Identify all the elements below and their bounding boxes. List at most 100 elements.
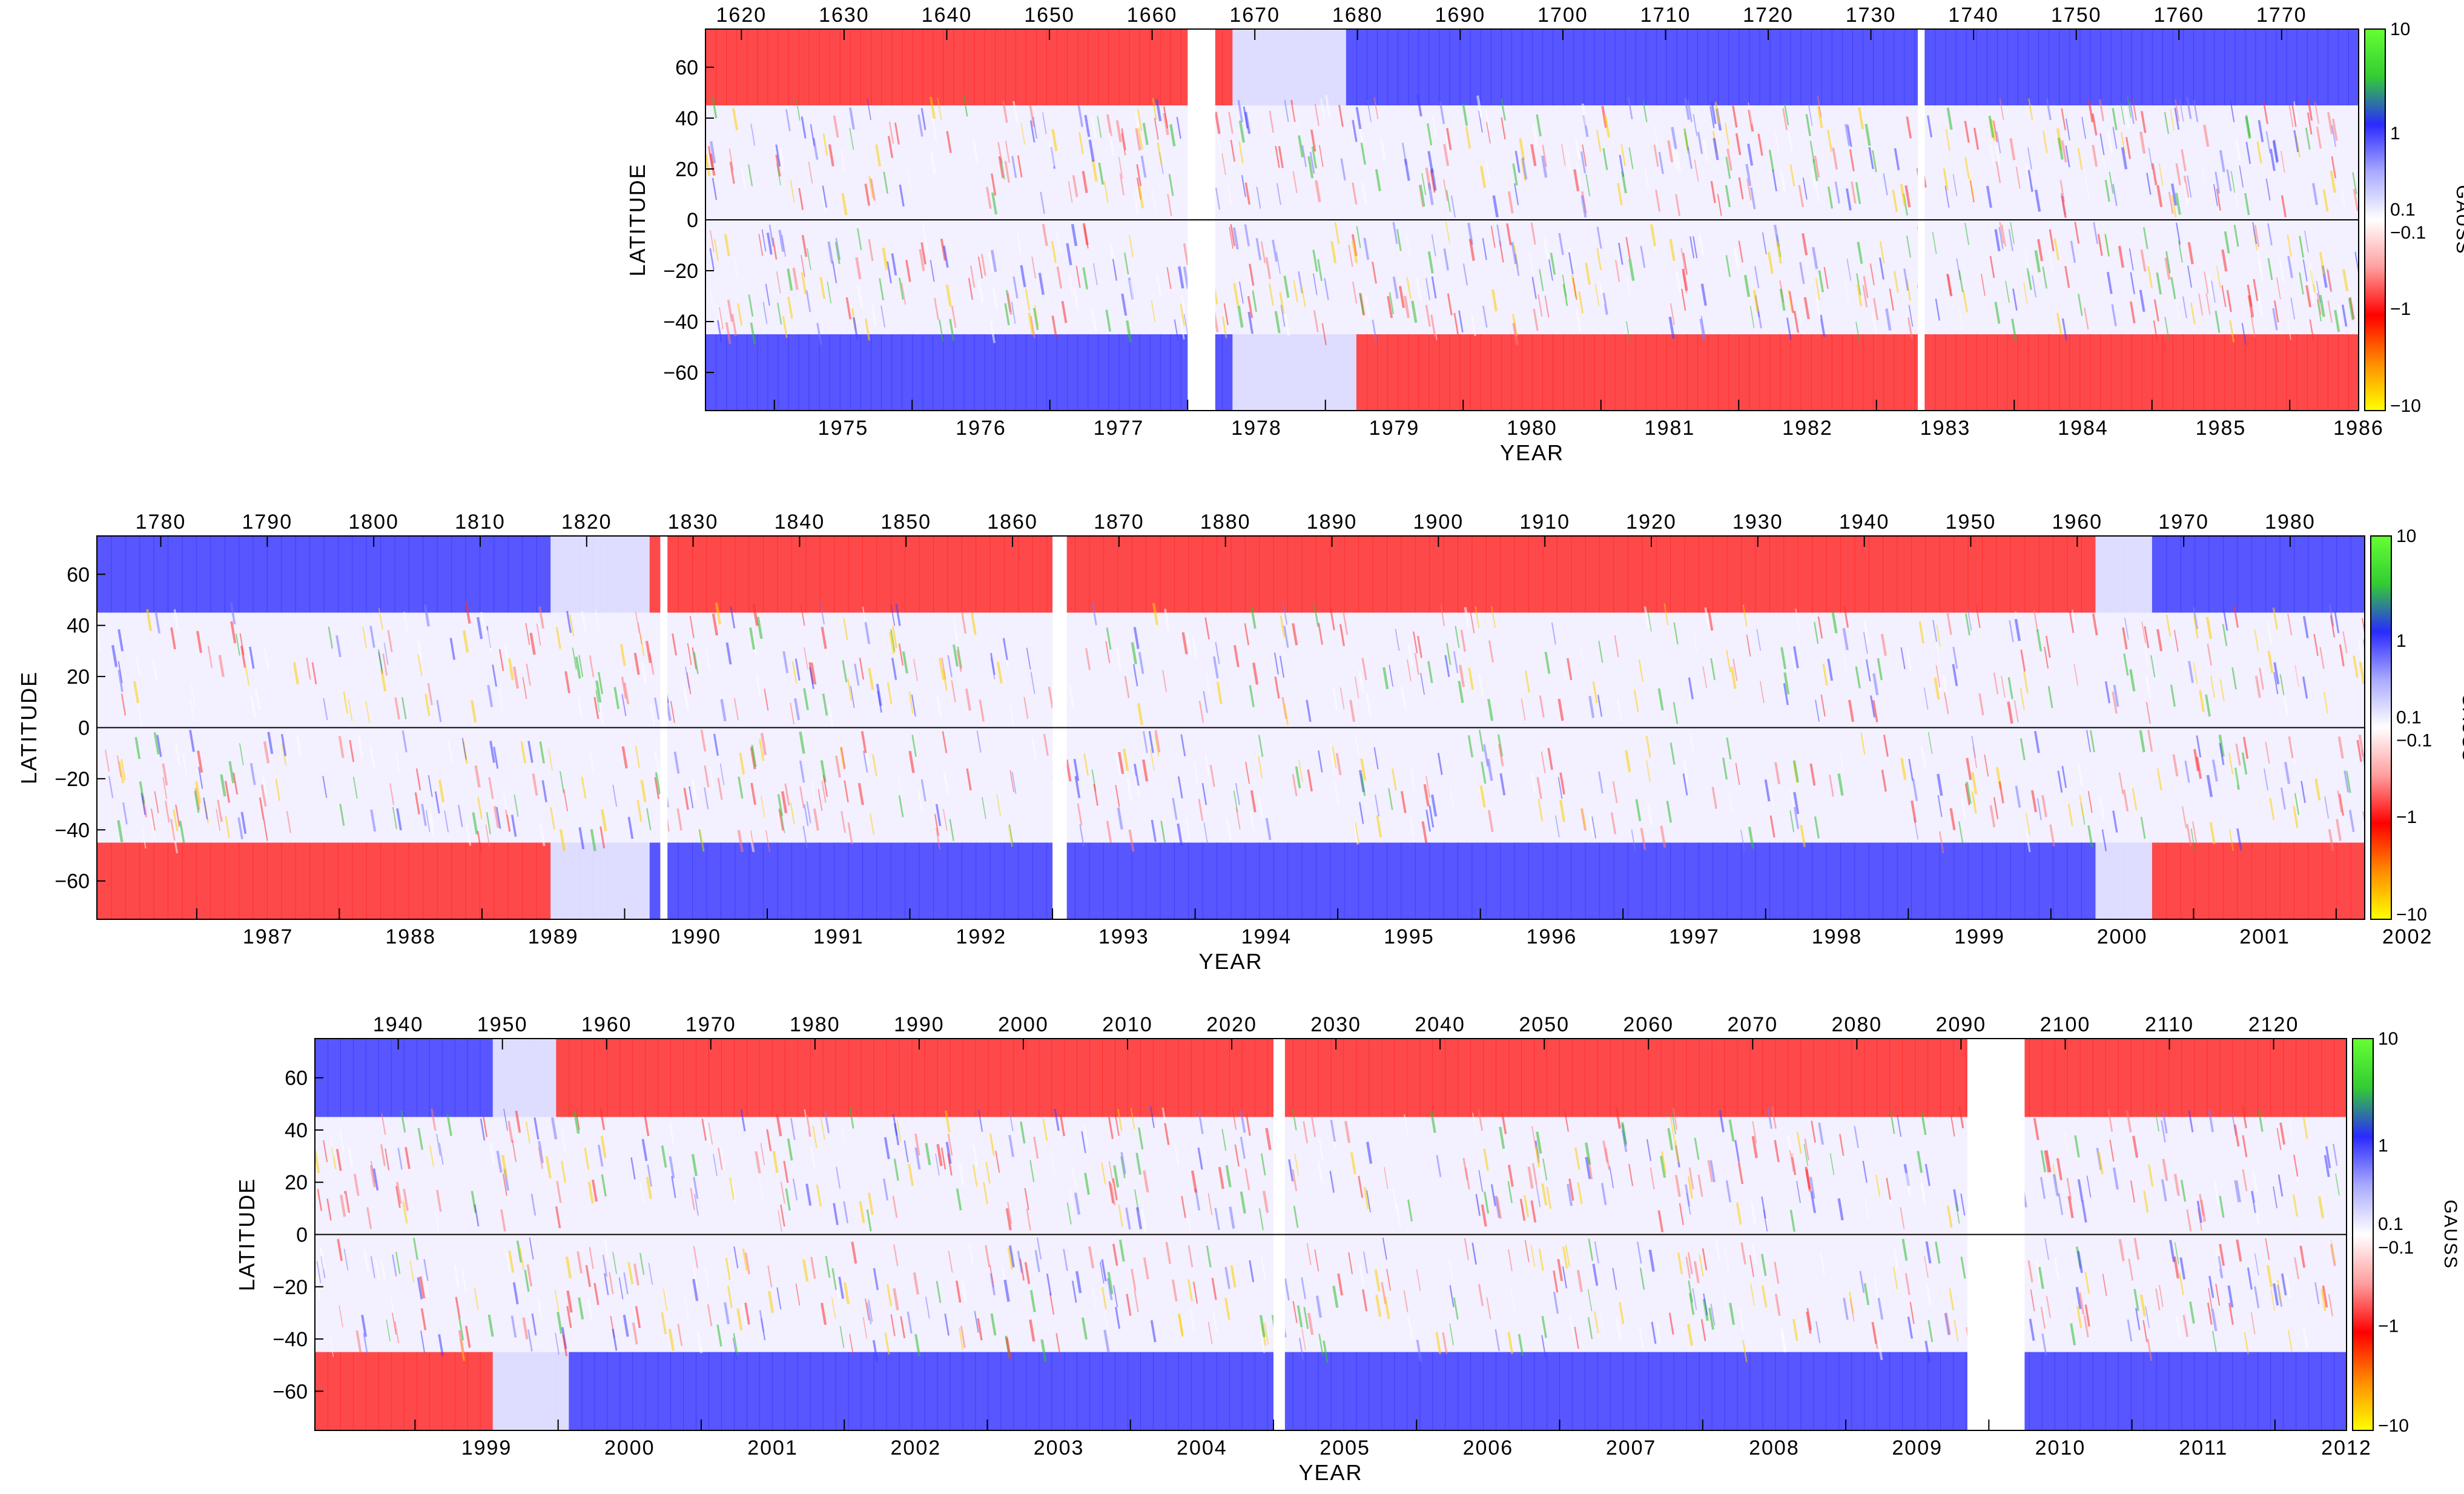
active-region-streak — [1942, 675, 1949, 698]
active-region-streak — [1587, 1317, 1593, 1340]
south-polar-field-column — [1439, 334, 1450, 411]
active-region-streak — [561, 1160, 566, 1183]
active-region-streak — [1534, 1145, 1541, 1168]
south-polar-field-column — [323, 842, 339, 919]
active-region-streak — [1793, 311, 1800, 333]
north-polar-field-column — [1115, 1039, 1128, 1117]
active-region-streak — [2295, 666, 2301, 688]
active-region-streak — [1382, 667, 1389, 690]
active-region-streak — [1743, 274, 1751, 297]
south-polar-field-column — [1927, 1352, 1941, 1430]
active-region-streak — [1187, 1245, 1194, 1268]
active-region-streak — [495, 807, 501, 829]
active-region-streak — [633, 1263, 639, 1286]
active-region-streak — [2265, 131, 2271, 154]
active-region-streak — [1450, 195, 1456, 218]
active-region-streak — [2219, 679, 2225, 701]
active-region-streak — [1049, 144, 1055, 167]
active-region-streak — [2230, 171, 2236, 193]
active-region-streak — [1366, 693, 1372, 716]
active-region-streak — [1530, 144, 1537, 167]
active-region-streak — [317, 1189, 323, 1211]
active-region-streak — [1576, 164, 1582, 186]
active-region-streak — [1214, 111, 1221, 134]
active-region-streak — [2362, 639, 2365, 652]
active-region-streak — [1128, 829, 1135, 852]
active-region-streak — [780, 811, 785, 833]
north-polar-field-column — [989, 536, 1005, 613]
active-region-streak — [2161, 1120, 2166, 1143]
north-polar-field-column — [2038, 536, 2054, 613]
active-region-streak — [1355, 107, 1362, 130]
north-polar-field-column — [963, 29, 975, 105]
active-region-streak — [1414, 652, 1420, 675]
active-region-streak — [237, 817, 243, 840]
active-region-streak — [434, 791, 440, 814]
active-region-streak — [361, 1314, 368, 1337]
active-region-streak — [1107, 1272, 1114, 1295]
active-region-streak — [1920, 745, 1927, 768]
north-polar-field-column — [2162, 29, 2173, 105]
active-region-streak — [438, 779, 445, 802]
active-region-streak — [1003, 1280, 1010, 1302]
active-region-streak — [1719, 1110, 1725, 1132]
north-polar-field-column — [1170, 29, 1181, 105]
active-region-streak — [2124, 617, 2129, 640]
active-region-streak — [1198, 701, 1204, 723]
north-polar-field-column — [1490, 29, 1502, 105]
active-region-streak — [2327, 111, 2333, 134]
active-region-streak — [2314, 102, 2320, 124]
active-region-streak — [758, 234, 764, 256]
active-region-streak — [1032, 308, 1039, 330]
active-region-streak — [840, 747, 846, 770]
active-region-streak — [1360, 142, 1366, 165]
active-region-streak — [772, 1151, 779, 1173]
active-region-streak — [480, 1118, 486, 1141]
north-polar-field-column — [1244, 536, 1260, 613]
north-polar-field-column — [1559, 1039, 1573, 1117]
active-region-streak — [2032, 275, 2037, 298]
south-polar-field-column — [1762, 1352, 1776, 1430]
active-region-streak — [2145, 676, 2152, 699]
north-polar-field-column — [1514, 536, 1529, 613]
active-region-streak — [1901, 1238, 1908, 1261]
active-region-streak — [925, 1143, 931, 1166]
south-polar-field-column — [1188, 842, 1203, 919]
north-polar-field-column — [2322, 536, 2337, 613]
active-region-streak — [1273, 652, 1279, 675]
active-region-streak — [892, 1113, 898, 1136]
north-polar-field-column — [1432, 1039, 1446, 1117]
active-region-streak — [1115, 785, 1120, 807]
active-region-streak — [1640, 245, 1646, 268]
active-region-streak — [849, 128, 854, 150]
active-region-streak — [174, 744, 181, 766]
south-polar-field-column — [1415, 842, 1430, 919]
active-region-streak — [1803, 297, 1810, 320]
active-region-streak — [1283, 603, 1288, 625]
active-region-streak — [1491, 289, 1498, 312]
north-polar-field-column — [1305, 1039, 1319, 1117]
active-region-streak — [2109, 1139, 2115, 1162]
active-region-streak — [1363, 1251, 1368, 1274]
rotation-tick-label: 1720 — [1743, 4, 1794, 27]
active-region-streak — [868, 668, 874, 690]
active-region-streak — [2156, 629, 2163, 652]
active-region-streak — [1097, 116, 1102, 138]
active-region-streak — [2164, 257, 2171, 280]
active-region-streak — [704, 1267, 710, 1290]
north-polar-field-column — [1783, 536, 1798, 613]
active-region-streak — [1779, 288, 1786, 311]
active-region-streak — [898, 795, 904, 818]
south-polar-field-column — [1013, 1352, 1027, 1430]
active-region-streak — [576, 1251, 583, 1274]
active-region-streak — [2188, 1110, 2194, 1132]
active-region-streak — [2332, 1143, 2338, 1166]
active-region-streak — [438, 1143, 444, 1165]
active-region-streak — [1687, 100, 1693, 122]
active-region-streak — [2001, 675, 2006, 698]
active-region-streak — [1960, 1257, 1966, 1279]
active-region-streak — [2236, 1180, 2242, 1203]
active-region-streak — [898, 643, 904, 666]
active-region-streak — [562, 1334, 568, 1357]
